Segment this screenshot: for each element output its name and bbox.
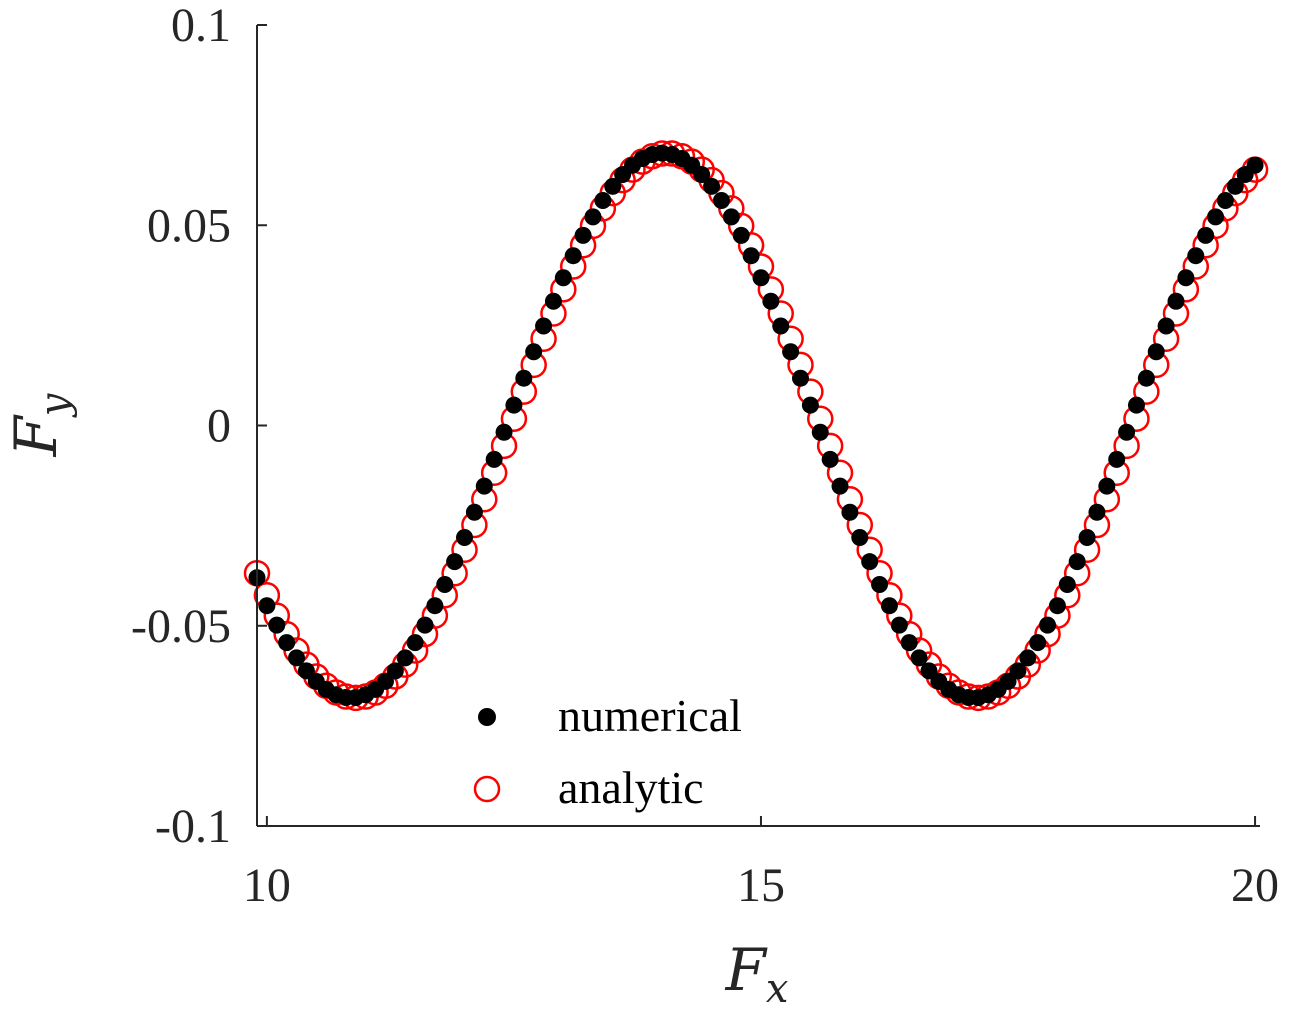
numerical-point [752, 269, 770, 287]
numerical-point [1177, 269, 1195, 287]
x-tick-label: 15 [737, 859, 785, 912]
numerical-point [910, 649, 928, 667]
numerical-point [1127, 396, 1145, 414]
x-axis-label-sub: x [766, 966, 789, 1012]
numerical-point [495, 423, 513, 441]
numerical-point [732, 226, 750, 244]
numerical-point [436, 575, 454, 593]
numerical-point [1187, 247, 1205, 265]
x-tick-label: 20 [1231, 859, 1279, 912]
numerical-point [782, 343, 800, 361]
numerical-point [594, 191, 612, 209]
numerical-point [1078, 529, 1096, 547]
numerical-point [693, 166, 711, 184]
y-axis-label-sub: y [32, 392, 78, 418]
numerical-point [1039, 616, 1057, 634]
numerical-point [544, 292, 562, 310]
x-tick-label: 10 [243, 859, 291, 912]
numerical-point [1137, 369, 1155, 387]
numerical-point [564, 247, 582, 265]
numerical-point [515, 369, 533, 387]
numerical-point [406, 634, 424, 652]
numerical-point [574, 226, 592, 244]
numerical-point [505, 396, 523, 414]
numerical-point [1226, 177, 1244, 195]
legend-analytic-label: analytic [558, 762, 704, 813]
legend-numerical-label: numerical [558, 690, 742, 741]
numerical-point [1157, 317, 1175, 335]
numerical-point [1167, 292, 1185, 310]
numerical-point [268, 616, 286, 634]
numerical-point [1246, 156, 1264, 174]
numerical-point [386, 662, 404, 680]
numerical-point [801, 396, 819, 414]
numerical-series [248, 144, 1264, 707]
numerical-point [851, 529, 869, 547]
y-tick-label: 0.05 [147, 199, 231, 252]
numerical-point [900, 634, 918, 652]
numerical-point [426, 597, 444, 615]
y-tick-label: -0.05 [131, 600, 231, 653]
y-tick-label: 0.1 [171, 0, 231, 52]
numerical-point [1088, 503, 1106, 521]
numerical-point [604, 177, 622, 195]
numerical-point [396, 649, 414, 667]
numerical-point [762, 292, 780, 310]
numerical-point [880, 597, 898, 615]
numerical-point [288, 649, 306, 667]
numerical-point [1058, 575, 1076, 593]
numerical-point [535, 317, 553, 335]
numerical-point [1068, 553, 1086, 571]
legend-numerical-marker [478, 708, 496, 726]
numerical-point [1009, 662, 1027, 680]
numerical-point [278, 634, 296, 652]
numerical-point [584, 208, 602, 226]
numerical-point [485, 450, 503, 468]
numerical-point [890, 616, 908, 634]
numerical-point [742, 247, 760, 265]
x-axis-label: Fx [725, 936, 789, 1012]
numerical-point [821, 450, 839, 468]
numerical-point [1197, 226, 1215, 244]
numerical-point [1118, 423, 1136, 441]
numerical-point [1108, 450, 1126, 468]
numerical-point [831, 477, 849, 495]
y-axis-label: Fy [2, 392, 78, 457]
numerical-point [841, 503, 859, 521]
numerical-point [1098, 477, 1116, 495]
numerical-point [1048, 597, 1066, 615]
legend-analytic-marker [473, 775, 501, 803]
numerical-point [1019, 649, 1037, 667]
numerical-point [1147, 343, 1165, 361]
numerical-point [525, 343, 543, 361]
numerical-point [703, 177, 721, 195]
analytic-series [243, 140, 1269, 712]
y-tick-label: -0.1 [155, 800, 231, 853]
y-ticks: -0.1 -0.05 0 0.05 0.1 [131, 0, 267, 853]
numerical-point [1207, 208, 1225, 226]
numerical-point [1216, 191, 1234, 209]
numerical-point [811, 423, 829, 441]
numerical-point [554, 269, 572, 287]
x-ticks: 10 15 20 [243, 816, 1279, 912]
numerical-point [861, 553, 879, 571]
numerical-point [791, 369, 809, 387]
y-tick-label: 0 [207, 400, 231, 453]
numerical-point [1029, 634, 1047, 652]
numerical-point [871, 575, 889, 593]
numerical-point [465, 503, 483, 521]
numerical-point [722, 208, 740, 226]
numerical-point [712, 191, 730, 209]
numerical-point [258, 597, 276, 615]
numerical-point [446, 553, 464, 571]
numerical-point [416, 616, 434, 634]
numerical-point [475, 477, 493, 495]
numerical-point [772, 317, 790, 335]
legend: numerical analytic [473, 690, 742, 813]
numerical-point [456, 529, 474, 547]
